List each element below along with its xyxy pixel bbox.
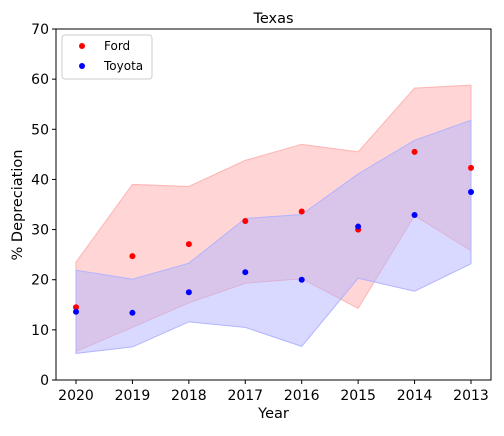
x-tick-label: 2020 [58, 388, 94, 404]
point-ford-2020 [73, 304, 79, 311]
point-toyota-2018 [185, 289, 192, 296]
x-tick-label: 2013 [453, 388, 489, 404]
point-toyota-2014 [411, 212, 418, 219]
chart-title: Texas [252, 11, 293, 27]
point-ford-2016 [298, 208, 305, 215]
y-tick-label: 50 [31, 122, 49, 138]
x-tick-label: 2016 [284, 388, 320, 404]
y-axis-label: % Depreciation [10, 150, 26, 261]
legend-label-toyota: Toyota [103, 59, 143, 73]
band-toyota [75, 119, 472, 354]
x-axis-label: Year [257, 406, 289, 422]
y-tick-label: 30 [31, 223, 49, 239]
point-ford-2019 [129, 253, 136, 260]
plot-frame [55, 28, 492, 381]
y-tick-label: 70 [31, 22, 49, 38]
data-points [73, 148, 474, 316]
legend: Ford Toyota [61, 34, 153, 80]
point-toyota-2013 [468, 188, 474, 195]
point-ford-2018 [185, 241, 192, 248]
legend-marker-ford [79, 43, 85, 49]
legend-marker-toyota [79, 63, 85, 69]
point-toyota-2016 [298, 276, 305, 283]
point-toyota-2015 [355, 223, 362, 230]
point-ford-2014 [411, 148, 418, 155]
x-tick-label: 2018 [171, 388, 207, 404]
y-tick-label: 60 [31, 72, 49, 88]
x-tick-label: 2015 [340, 388, 376, 404]
x-tick-label: 2017 [227, 388, 263, 404]
confidence-bands [75, 84, 472, 354]
y-tick-label: 40 [31, 172, 49, 188]
point-toyota-2019 [129, 309, 136, 316]
axes: 0 10 20 30 40 50 60 70 2020 2019 2018 2017 2016 2015 2… [31, 22, 492, 404]
y-tick-label: 0 [40, 373, 49, 389]
y-tick-label: 10 [31, 323, 49, 339]
point-toyota-2020 [73, 308, 79, 315]
point-toyota-2017 [242, 269, 249, 276]
point-ford-2013 [468, 164, 474, 171]
x-tick-label: 2019 [115, 388, 151, 404]
legend-label-ford: Ford [104, 39, 130, 53]
y-tick-label: 20 [31, 273, 49, 289]
point-ford-2017 [242, 218, 249, 225]
x-tick-label: 2014 [397, 388, 433, 404]
